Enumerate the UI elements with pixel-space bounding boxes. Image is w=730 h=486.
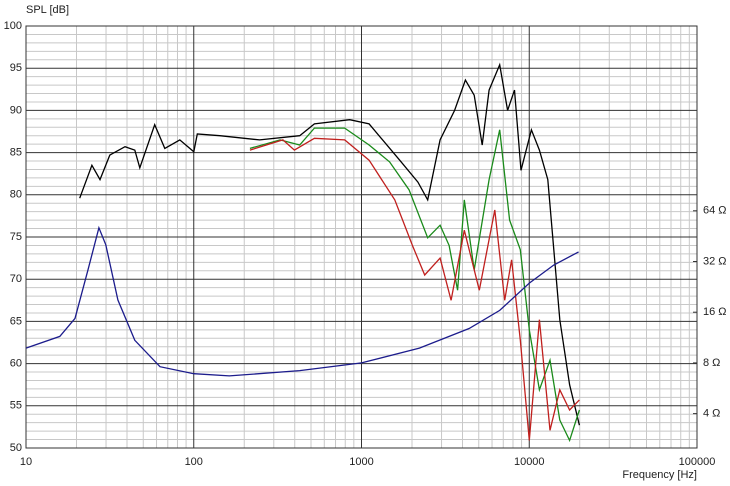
x-tick-label: 100 bbox=[185, 456, 203, 468]
y2-tick-label: 16 Ω bbox=[703, 306, 727, 318]
y-tick-label: 75 bbox=[10, 231, 22, 243]
series-line bbox=[79, 62, 581, 426]
y-tick-label: 95 bbox=[10, 62, 22, 74]
y-tick-label: 90 bbox=[10, 104, 22, 116]
y-tick-label: 80 bbox=[10, 189, 22, 201]
y-tick-label: 65 bbox=[10, 315, 22, 327]
y2-tick-label: 8 Ω bbox=[703, 357, 720, 369]
x-tick-label: 100000 bbox=[679, 456, 716, 468]
y-tick-label: 50 bbox=[10, 442, 22, 454]
y2-tick-label: 32 Ω bbox=[703, 255, 727, 267]
x-axis-label: Frequency [Hz] bbox=[622, 469, 697, 481]
y-axis-label: SPL [dB] bbox=[26, 4, 69, 16]
y2-tick-label: 4 Ω bbox=[703, 408, 720, 420]
y2-tick-label: 64 Ω bbox=[703, 205, 727, 217]
y-tick-label: 100 bbox=[4, 20, 22, 32]
series-line bbox=[25, 225, 579, 377]
x-tick-label: 1000 bbox=[349, 456, 373, 468]
plot-frame bbox=[25, 25, 698, 449]
y-tick-label: 85 bbox=[10, 147, 22, 159]
y-tick-label: 55 bbox=[10, 400, 22, 412]
y-tick-label: 70 bbox=[10, 273, 22, 285]
x-tick-label: 10 bbox=[20, 456, 32, 468]
x-tick-label: 10000 bbox=[514, 456, 545, 468]
y-tick-label: 60 bbox=[10, 358, 22, 370]
series-line bbox=[249, 137, 580, 441]
